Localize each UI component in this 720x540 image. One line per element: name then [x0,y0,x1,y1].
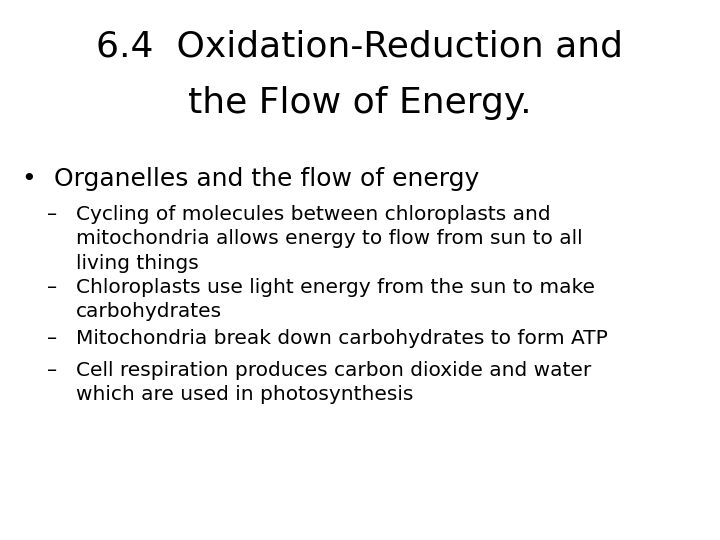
Text: –: – [47,361,57,380]
Text: –: – [47,205,57,224]
Text: –: – [47,329,57,348]
Text: the Flow of Energy.: the Flow of Energy. [188,86,532,120]
Text: Cycling of molecules between chloroplasts and
mitochondria allows energy to flow: Cycling of molecules between chloroplast… [76,205,582,273]
Text: Mitochondria break down carbohydrates to form ATP: Mitochondria break down carbohydrates to… [76,329,608,348]
Text: 6.4  Oxidation-Reduction and: 6.4 Oxidation-Reduction and [96,30,624,64]
Text: Chloroplasts use light energy from the sun to make
carbohydrates: Chloroplasts use light energy from the s… [76,278,595,321]
Text: •: • [22,167,36,191]
Text: –: – [47,278,57,297]
Text: Organelles and the flow of energy: Organelles and the flow of energy [54,167,480,191]
Text: Cell respiration produces carbon dioxide and water
which are used in photosynthe: Cell respiration produces carbon dioxide… [76,361,591,404]
